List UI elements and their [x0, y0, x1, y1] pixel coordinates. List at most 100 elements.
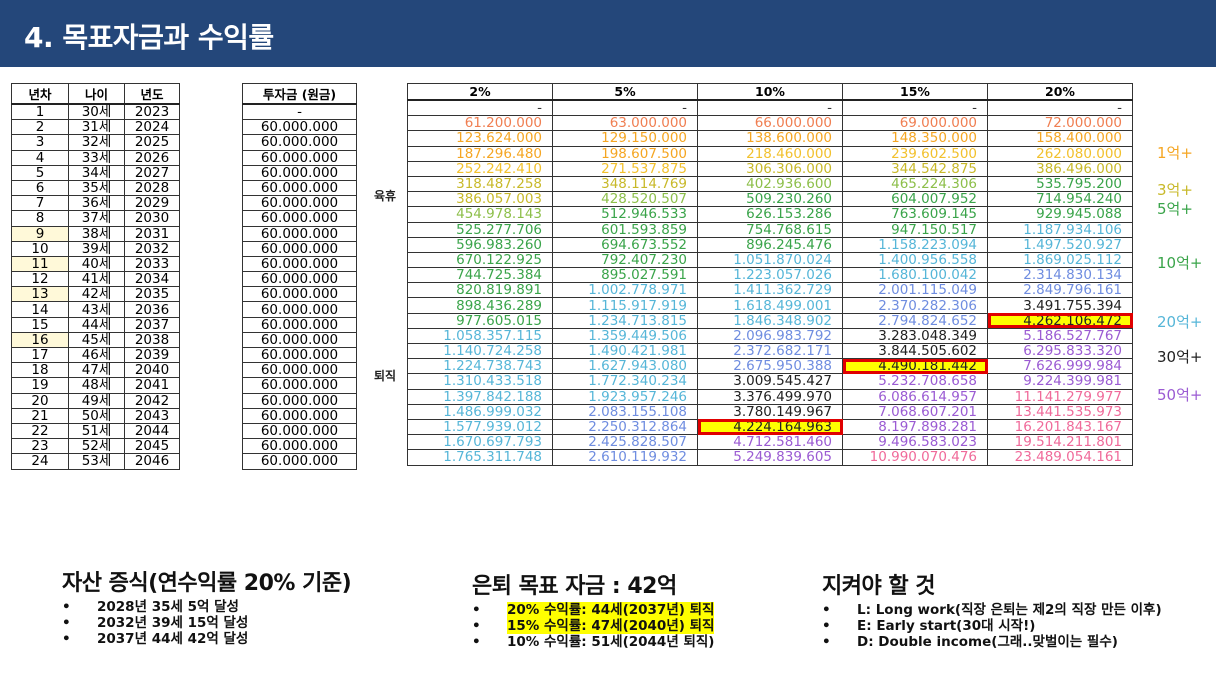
investment-cell: 60.000.000 [242, 331, 357, 349]
investment-cell: 60.000.000 [242, 316, 357, 333]
table-cell: 2044 [124, 422, 180, 440]
return-cell: 344.542.875 [842, 160, 988, 177]
investment-cell: - [242, 103, 357, 121]
table-cell: 20 [11, 392, 69, 409]
table-cell: 21 [11, 407, 69, 424]
table-cell: 2024 [124, 119, 180, 136]
table-cell: 37세 [68, 210, 125, 227]
table-cell: 35세 [68, 179, 125, 197]
table-cell: 15 [11, 316, 69, 333]
return-cell: 2.610.119.932 [552, 449, 698, 466]
return-cell: 23.489.054.161 [987, 449, 1133, 466]
return-cell: 63.000.000 [552, 115, 698, 132]
table-cell: 48세 [68, 377, 125, 394]
table-cell: 41세 [68, 271, 125, 288]
asset-growth-title: 자산 증식(연수익률 20% 기준) [62, 571, 352, 596]
table-row: 5 34세 2027 [11, 164, 180, 181]
table-row: - [242, 103, 357, 121]
table-row: 60.000.000 [242, 149, 357, 166]
return-cell: 148.350.000 [842, 130, 988, 147]
return-cell: 7.068.607.201 [842, 403, 988, 420]
table-cell: 2038 [124, 331, 180, 349]
return-cell: 7.626.999.984 [987, 358, 1133, 375]
return-cell: 896.245.476 [697, 236, 843, 253]
return-cell: 4.262.106.472 [987, 312, 1133, 329]
return-cell: 454.978.143 [407, 206, 553, 223]
table-row: 187.296.480 198.607.500 218.460.000 239.602… [407, 145, 1133, 162]
return-cell: 1.224.738.743 [407, 358, 553, 375]
table-cell: 2041 [124, 377, 180, 394]
return-cell: 123.624.000 [407, 130, 553, 147]
return-cell: 1.359.449.506 [552, 327, 698, 345]
table-row: 8 37세 2030 [11, 210, 180, 227]
column-header: 15% [842, 83, 988, 101]
return-cell: 3.376.499.970 [697, 388, 843, 405]
return-cell: 792.407.230 [552, 251, 698, 269]
table-row: 1.224.738.743 1.627.943.080 2.675.950.388 4… [407, 358, 1133, 375]
keep-section: 지켜야 할 것 L: Long work(직장 은퇴는 제2의 직장 만든 이후… [822, 568, 1162, 650]
table-row: 60.000.000 [242, 362, 357, 379]
table-cell: 47세 [68, 362, 125, 379]
returns-table: 2% 5% 10% 15% 20% - - - - -61.200.000 63.000.000 6… [407, 83, 1133, 466]
return-cell: 158.400.000 [987, 130, 1133, 147]
return-cell: 820.819.891 [407, 282, 553, 299]
table-row: 23 52세 2045 [11, 438, 180, 455]
table-cell: 11 [11, 255, 69, 273]
table-row: 10 39세 2032 [11, 240, 180, 257]
table-cell: 2035 [124, 286, 180, 303]
return-cell: 898.436.289 [407, 297, 553, 314]
asset-growth-item: 2028년 35세 5억 달성 [62, 599, 351, 615]
table-cell: 34세 [68, 164, 125, 181]
table-cell: 45세 [68, 331, 125, 349]
table-row: 60.000.000 [242, 255, 357, 273]
investment-cell: 60.000.000 [242, 407, 357, 424]
return-cell: 1.058.357.115 [407, 327, 553, 345]
table-row: 60.000.000 [242, 346, 357, 364]
table-cell: 9 [11, 225, 69, 242]
column-header: 나이 [68, 83, 125, 105]
table-cell: 2030 [124, 210, 180, 227]
return-cell: 386.057.003 [407, 191, 553, 208]
table-cell: 2032 [124, 240, 180, 257]
return-cell: 1.310.433.518 [407, 373, 553, 390]
milestone-label: 3억+ [1157, 181, 1193, 199]
return-cell: 2.250.312.864 [552, 418, 698, 436]
investment-cell: 60.000.000 [242, 438, 357, 455]
keep-item: E: Early start(30대 시작!) [822, 618, 1162, 634]
table-row: 15 44세 2037 [11, 316, 180, 333]
table-cell: 19 [11, 377, 69, 394]
table-row: ----- [407, 99, 1133, 117]
table-row: 60.000.000 [242, 164, 357, 181]
return-cell: 198.607.500 [552, 145, 698, 162]
return-cell: 3.491.755.394 [987, 297, 1133, 314]
return-cell: 525.277.706 [407, 221, 553, 238]
investment-table: 투자금 (원금) -60.000.000 60.000.000 60.000.000… [242, 83, 357, 470]
return-cell: 5.232.708.658 [842, 373, 988, 390]
table-row: 60.000.000 [242, 422, 357, 440]
return-cell: 1.497.520.927 [987, 236, 1133, 253]
table-row: 60.000.000 [242, 392, 357, 409]
table-cell: 43세 [68, 301, 125, 318]
table-cell: 2026 [124, 149, 180, 166]
table-cell: 2034 [124, 271, 180, 288]
retire-label: 퇴직 [374, 369, 397, 383]
table-row: 11 40세 2033 [11, 255, 180, 273]
retire-goal-section: 은퇴 목표 자금 : 42억 20% 수익률: 44세(2037년) 퇴직 15… [472, 568, 715, 650]
investment-cell: 60.000.000 [242, 301, 357, 318]
return-cell: 977.605.015 [407, 312, 553, 329]
return-cell: 262.080.000 [987, 145, 1133, 162]
table-cell: 2023 [124, 103, 180, 121]
return-cell: 2.849.796.161 [987, 282, 1133, 299]
table-cell: 2031 [124, 225, 180, 242]
table-row: 60.000.000 [242, 195, 357, 212]
table-cell: 1 [11, 103, 69, 121]
header-bar: 4. 목표자금과 수익률 [0, 0, 1216, 67]
return-cell: - [697, 99, 843, 117]
table-cell: 40세 [68, 255, 125, 273]
return-cell: 1.223.057.026 [697, 267, 843, 284]
table-cell: 50세 [68, 407, 125, 424]
table-cell: 39세 [68, 240, 125, 257]
table-cell: 2028 [124, 179, 180, 197]
table-cell: 22 [11, 422, 69, 440]
table-row: 22 51세 2044 [11, 422, 180, 440]
